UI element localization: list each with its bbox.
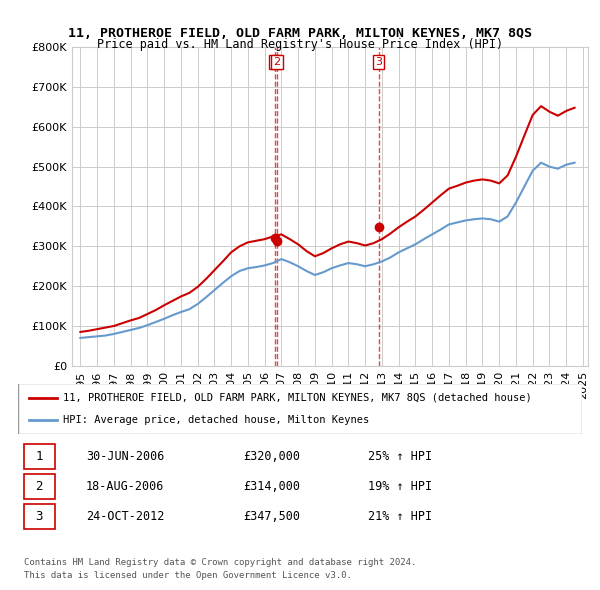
Text: 2: 2 <box>35 480 43 493</box>
Text: 19% ↑ HPI: 19% ↑ HPI <box>368 480 432 493</box>
Text: 2: 2 <box>273 57 280 67</box>
Text: 1: 1 <box>272 57 279 67</box>
Text: 1: 1 <box>35 450 43 463</box>
FancyBboxPatch shape <box>23 474 55 499</box>
Text: This data is licensed under the Open Government Licence v3.0.: This data is licensed under the Open Gov… <box>24 571 352 580</box>
Text: £320,000: £320,000 <box>244 450 301 463</box>
Text: Contains HM Land Registry data © Crown copyright and database right 2024.: Contains HM Land Registry data © Crown c… <box>24 558 416 566</box>
Text: 30-JUN-2006: 30-JUN-2006 <box>86 450 164 463</box>
Text: 11, PROTHEROE FIELD, OLD FARM PARK, MILTON KEYNES, MK7 8QS (detached house): 11, PROTHEROE FIELD, OLD FARM PARK, MILT… <box>63 392 532 402</box>
Text: 3: 3 <box>375 57 382 67</box>
FancyBboxPatch shape <box>23 444 55 468</box>
Text: 3: 3 <box>35 510 43 523</box>
Text: £314,000: £314,000 <box>244 480 301 493</box>
Text: 25% ↑ HPI: 25% ↑ HPI <box>368 450 432 463</box>
FancyBboxPatch shape <box>23 504 55 529</box>
Text: 11, PROTHEROE FIELD, OLD FARM PARK, MILTON KEYNES, MK7 8QS: 11, PROTHEROE FIELD, OLD FARM PARK, MILT… <box>68 27 532 40</box>
Text: Price paid vs. HM Land Registry's House Price Index (HPI): Price paid vs. HM Land Registry's House … <box>97 38 503 51</box>
Text: 18-AUG-2006: 18-AUG-2006 <box>86 480 164 493</box>
Text: 21% ↑ HPI: 21% ↑ HPI <box>368 510 432 523</box>
Text: £347,500: £347,500 <box>244 510 301 523</box>
Text: 24-OCT-2012: 24-OCT-2012 <box>86 510 164 523</box>
Text: HPI: Average price, detached house, Milton Keynes: HPI: Average price, detached house, Milt… <box>63 415 370 425</box>
FancyBboxPatch shape <box>18 384 582 434</box>
